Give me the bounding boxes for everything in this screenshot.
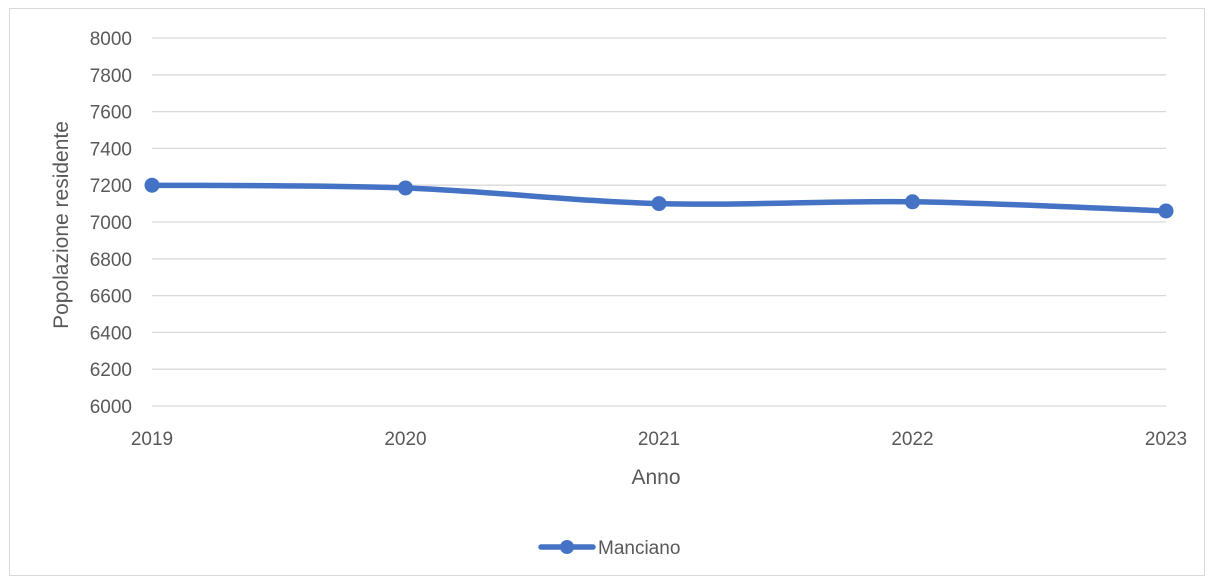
y-axis-ticks: 6000 6200 6400 6600 6800 7000 7200 7400 7600 7800… [90, 29, 132, 418]
data-point [651, 196, 667, 212]
y-tick-label: 7800 [90, 66, 132, 87]
legend-marker [560, 540, 574, 554]
y-tick-label: 8000 [90, 29, 132, 50]
y-tick-label: 6000 [90, 397, 132, 418]
data-point [144, 177, 160, 193]
x-axis-title: Anno [631, 466, 680, 489]
series-layer [144, 177, 1174, 219]
y-tick-label: 6600 [90, 287, 132, 308]
x-tick-label: 2020 [384, 429, 426, 450]
x-tick-label: 2022 [891, 429, 933, 450]
y-tick-label: 7400 [90, 139, 132, 160]
data-point [398, 180, 413, 196]
x-axis-ticks: 2019 2020 2021 2022 2023 [131, 429, 1187, 450]
y-tick-label: 6800 [90, 250, 132, 271]
gridlines [152, 37, 1166, 407]
y-tick-label: 7000 [90, 213, 132, 234]
data-point [1158, 203, 1174, 219]
y-tick-label: 6400 [90, 323, 132, 344]
legend: Manciano [538, 538, 680, 559]
x-tick-label: 2019 [131, 429, 173, 450]
x-tick-label: 2021 [638, 429, 680, 450]
y-axis-title: Popolazione residente [50, 121, 73, 329]
data-point [905, 194, 920, 210]
y-tick-label: 7600 [90, 103, 132, 124]
x-tick-label: 2023 [1145, 429, 1187, 450]
y-tick-label: 6200 [90, 360, 132, 381]
chart-frame [9, 8, 1205, 576]
y-tick-label: 7200 [90, 176, 132, 197]
legend-label: Manciano [598, 538, 680, 559]
